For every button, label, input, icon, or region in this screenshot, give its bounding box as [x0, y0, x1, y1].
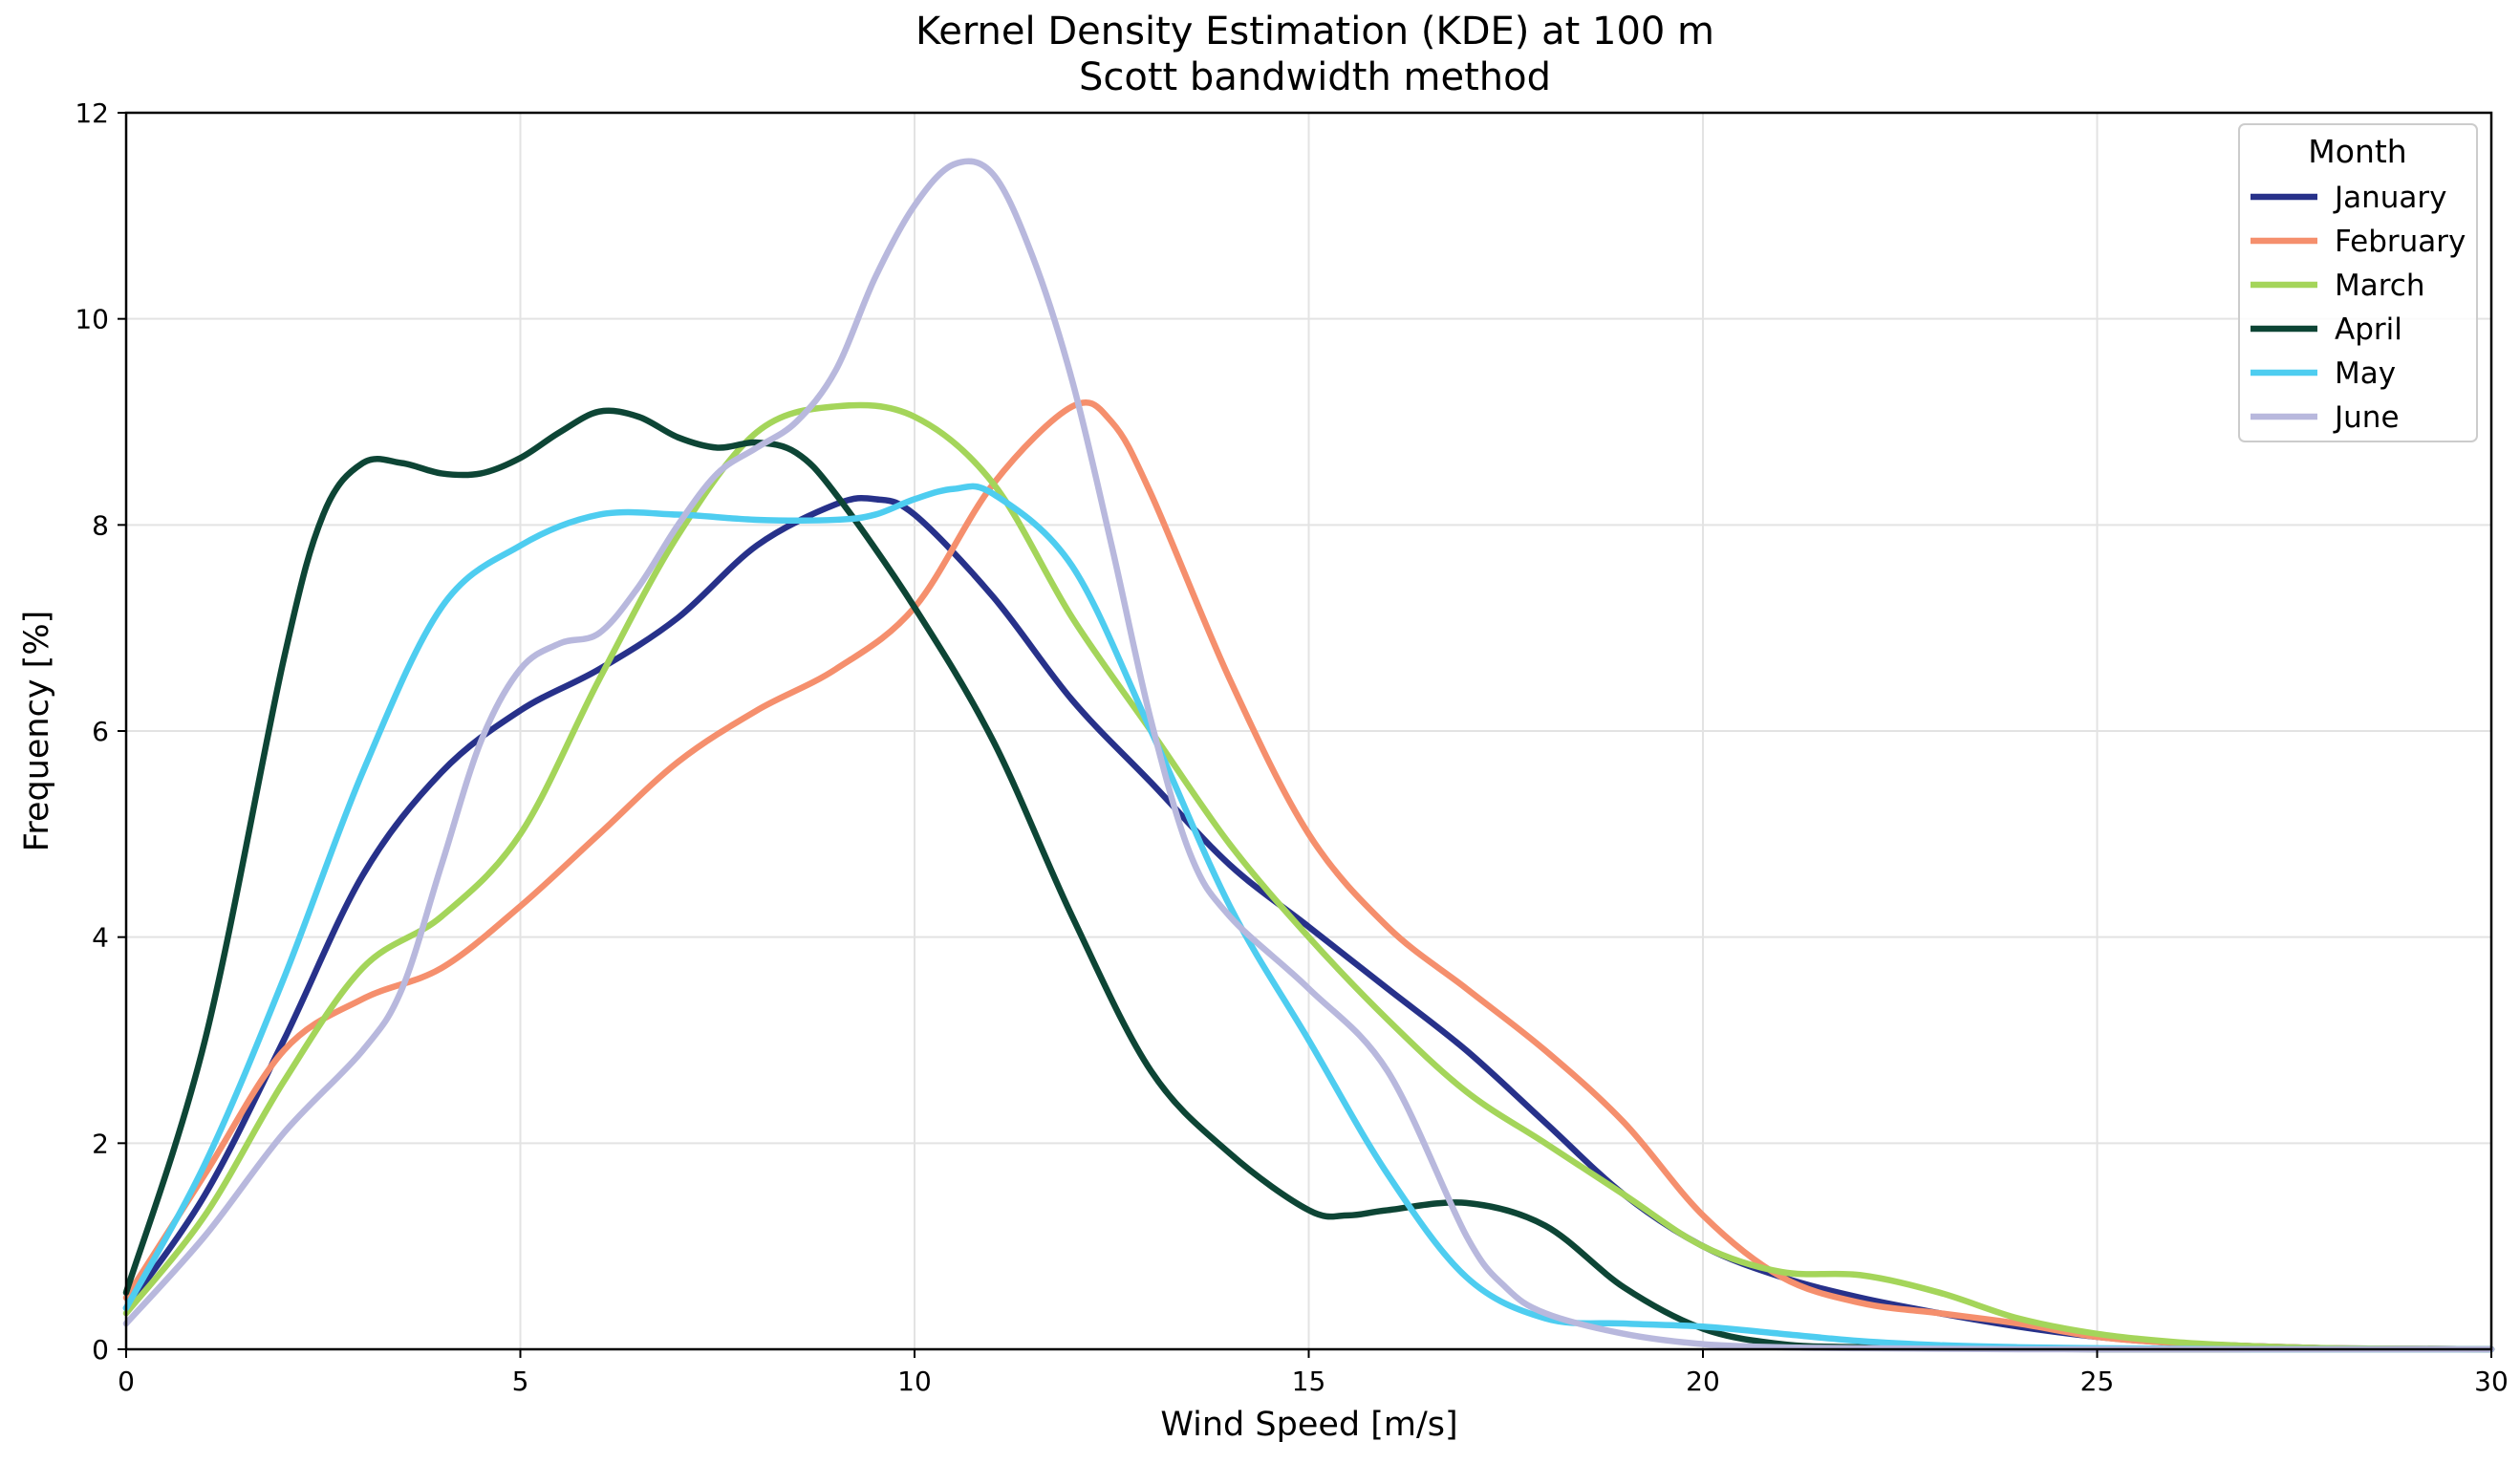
x-tick-label: 5 [512, 1366, 529, 1397]
chart-subtitle: Scott bandwidth method [1079, 55, 1551, 99]
legend-label-march: March [2335, 269, 2425, 303]
legend-box [2238, 123, 2478, 442]
x-axis-label: Wind Speed [m/s] [1160, 1406, 1457, 1444]
y-axis-label: Frequency [%] [18, 611, 56, 852]
series-line-march [122, 401, 2495, 1353]
y-tick-label: 4 [92, 922, 109, 954]
y-tick-label: 2 [92, 1128, 109, 1159]
y-tick-label: 8 [92, 509, 109, 541]
x-tick-label: 0 [118, 1366, 135, 1397]
chart-title: Kernel Density Estimation (KDE) at 100 m [915, 10, 1714, 54]
series-group [122, 158, 2495, 1353]
legend-label-may: May [2335, 356, 2396, 391]
legend-label-june: June [2333, 400, 2400, 435]
y-tick-label: 12 [75, 97, 109, 129]
legend-label-january: January [2333, 181, 2447, 215]
x-tick-label: 20 [1686, 1366, 1720, 1397]
legend: Month January February March April May June [2238, 123, 2478, 442]
y-tick-label: 10 [75, 304, 109, 335]
axis-ticks: 0 5 10 15 20 25 30 0 2 4 6 8 10 12 [75, 97, 2508, 1397]
legend-label-february: February [2335, 225, 2466, 259]
series-line-february [122, 398, 2495, 1353]
x-tick-label: 25 [2080, 1366, 2115, 1397]
x-tick-label: 30 [2474, 1366, 2509, 1397]
y-tick-label: 0 [92, 1334, 109, 1366]
y-tick-label: 6 [92, 716, 109, 747]
x-tick-label: 10 [897, 1366, 932, 1397]
grid [125, 112, 2492, 1350]
legend-label-april: April [2335, 312, 2402, 347]
x-tick-label: 15 [1292, 1366, 1326, 1397]
legend-title: Month [2308, 133, 2406, 170]
